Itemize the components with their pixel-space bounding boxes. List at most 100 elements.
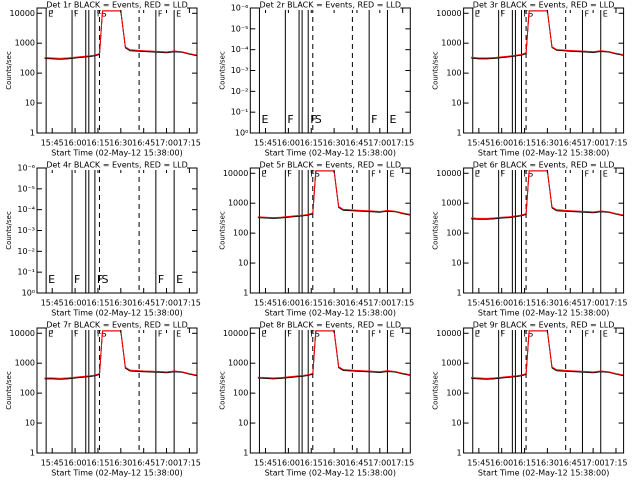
- y-tick-label: 100: [20, 69, 35, 78]
- chart-title: Det 5r BLACK = Events, RED = LLD: [260, 161, 402, 170]
- series-line: [257, 170, 411, 219]
- y-tick-label: 10: [451, 259, 461, 268]
- x-tick-label: 16:00: [64, 459, 87, 468]
- y-tick-label: 10000: [436, 9, 461, 18]
- plot-frame: [249, 7, 411, 134]
- y-tick-label: 1000: [15, 39, 35, 48]
- event-label: F: [158, 10, 163, 19]
- title-bg: [260, 0, 401, 10]
- x-tick-label: 16:30: [323, 299, 346, 308]
- x-tick-label: 17:00: [368, 459, 391, 468]
- y-tick-label: 10000: [436, 329, 461, 338]
- event-label: E: [389, 170, 394, 179]
- y-tick-label: 1: [457, 289, 462, 298]
- event-label: E: [475, 10, 480, 19]
- y-tick-label: 10000: [436, 169, 461, 178]
- event-label: E: [475, 170, 480, 179]
- chart-title: Det 9r BLACK = Events, RED = LLD: [473, 321, 615, 330]
- event-label: F: [287, 170, 292, 179]
- x-tick-label: 16:30: [323, 139, 346, 148]
- event-label: E: [48, 330, 53, 339]
- x-tick-label: 16:15: [86, 139, 109, 148]
- x-tick-label: 17:15: [391, 459, 414, 468]
- title-bg: [47, 160, 187, 170]
- y-tick-label: 10⁻⁴: [231, 45, 249, 54]
- y-tick-label: 10000: [223, 169, 248, 178]
- series-line: [471, 330, 624, 379]
- x-tick-label: 16:30: [109, 139, 132, 148]
- chart-title: Det 1r BLACK = Events, RED = LLD: [46, 1, 188, 10]
- event-label: F: [97, 273, 103, 286]
- chart-title: Det 2r BLACK = Events, RED = LLD: [260, 1, 402, 10]
- y-tick-label: 10000: [10, 9, 35, 18]
- event-label: S: [101, 330, 106, 339]
- x-tick-label: 15:45: [41, 459, 64, 468]
- x-axis-label: Start Time (02-May-12 15:38:00): [265, 309, 396, 318]
- x-axis-label: Start Time (02-May-12 15:38:00): [51, 469, 182, 478]
- series-line: [44, 10, 197, 59]
- x-tick-label: 16:15: [300, 139, 323, 148]
- x-tick-label: 16:45: [345, 299, 368, 308]
- x-tick-label: 16:45: [132, 299, 155, 308]
- chart-title: Det 6r BLACK = Events, RED = LLD: [473, 161, 615, 170]
- event-label: F: [287, 330, 292, 339]
- event-label: E: [261, 170, 266, 179]
- y-tick-label: 1: [30, 449, 35, 458]
- x-tick-label: 16:00: [64, 139, 87, 148]
- title-bg: [473, 0, 614, 10]
- chart-title: Det 8r BLACK = Events, RED = LLD: [260, 321, 402, 330]
- event-label: S: [528, 170, 533, 179]
- x-tick-label: 17:15: [178, 299, 201, 308]
- plot-frame: [36, 7, 198, 134]
- y-tick-label: 10⁻⁶: [231, 4, 249, 13]
- x-tick-label: 17:00: [155, 139, 178, 148]
- event-label: F: [501, 170, 506, 179]
- y-tick-label: 10⁻³: [17, 226, 35, 235]
- title-bg: [473, 320, 614, 330]
- event-label: E: [603, 170, 608, 179]
- event-label: F: [310, 330, 315, 339]
- x-tick-label: 15:45: [41, 139, 64, 148]
- y-tick-label: 10⁰: [22, 289, 35, 298]
- y-tick-label: 10⁻²: [231, 87, 249, 96]
- x-tick-label: 17:15: [178, 139, 201, 148]
- event-label: E: [603, 330, 608, 339]
- event-label: F: [524, 170, 529, 179]
- plot-frame: [463, 7, 625, 134]
- event-label: F: [310, 113, 316, 126]
- y-tick-label: 10000: [10, 329, 35, 338]
- y-tick-label: 10⁻²: [17, 247, 35, 256]
- x-tick-label: 16:15: [513, 299, 536, 308]
- x-tick-label: 16:00: [490, 459, 513, 468]
- y-tick-label: 1: [30, 129, 35, 138]
- x-tick-label: 17:00: [582, 299, 605, 308]
- event-label: E: [48, 10, 53, 19]
- x-tick-label: 16:00: [277, 139, 300, 148]
- x-tick-label: 15:45: [254, 459, 277, 468]
- x-axis-label: Start Time (02-May-12 15:38:00): [265, 469, 396, 478]
- event-label: S: [528, 330, 533, 339]
- event-label: F: [74, 273, 80, 286]
- y-axis-label: Counts/sec: [218, 371, 226, 410]
- event-label: S: [315, 113, 322, 126]
- event-label: F: [97, 330, 102, 339]
- event-label: F: [524, 330, 529, 339]
- event-label: S: [315, 330, 320, 339]
- x-axis-label: Start Time (02-May-12 15:38:00): [478, 309, 609, 318]
- event-label: E: [176, 273, 183, 286]
- x-tick-label: 16:15: [86, 459, 109, 468]
- y-axis-label: Counts/sec: [5, 51, 13, 90]
- y-tick-label: 1000: [441, 199, 461, 208]
- y-tick-label: 10⁻⁵: [17, 184, 35, 193]
- series-line: [44, 330, 197, 379]
- x-axis-label: Start Time (02-May-12 15:38:00): [478, 149, 609, 158]
- x-tick-label: 16:15: [513, 459, 536, 468]
- y-tick-label: 1000: [441, 39, 461, 48]
- y-tick-label: 100: [20, 389, 35, 398]
- y-axis-label: Counts/sec: [5, 211, 13, 250]
- y-tick-label: 1000: [228, 359, 248, 368]
- x-tick-label: 17:15: [604, 459, 627, 468]
- event-label: F: [371, 113, 377, 126]
